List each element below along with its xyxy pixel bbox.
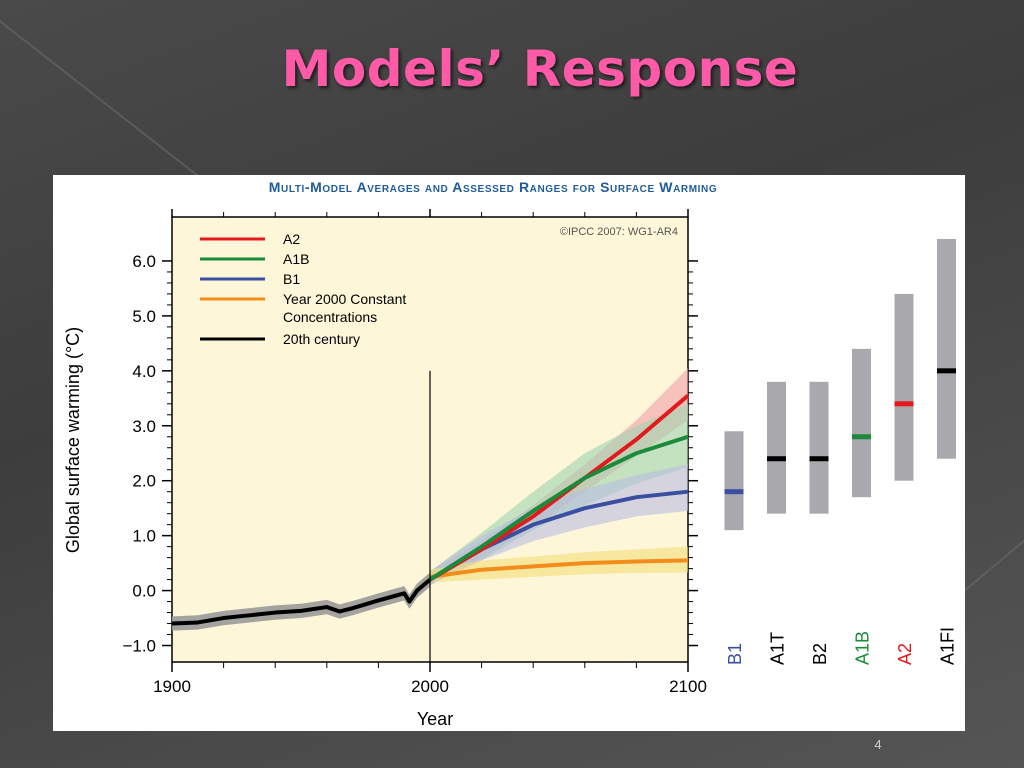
range-best-B1 <box>724 489 744 495</box>
legend-label-0: A2 <box>283 231 300 247</box>
slide-title: Models’ Response <box>281 40 799 98</box>
y-tick-label-7: −1.0 <box>122 637 156 656</box>
legend-label-1: A1B <box>283 251 309 267</box>
series-line-2 <box>428 434 689 582</box>
range-best-B2 <box>809 456 829 462</box>
range-label-A1T: A1T <box>768 632 788 665</box>
y-tick-label-6: 0.0 <box>132 582 156 601</box>
range-bar-B1 <box>724 431 744 531</box>
range-label-A1FI: A1FI <box>938 627 958 665</box>
ipcc-figure: Multi-Model Averages and Assessed Ranges… <box>53 175 965 731</box>
legend-label-3-line2: Concentrations <box>283 309 377 325</box>
slide-number: 4 <box>874 737 882 752</box>
range-bar-B2 <box>809 381 829 514</box>
legend-label-4: 20th century <box>283 331 360 347</box>
x-tick-label-1: 2000 <box>411 677 449 696</box>
warming-chart: Multi-Model Averages and Assessed Ranges… <box>63 179 958 729</box>
y-tick-label-4: 2.0 <box>132 472 156 491</box>
series-band-3 <box>430 464 688 586</box>
range-best-A1B <box>852 434 871 440</box>
range-bar-A1T <box>767 381 786 514</box>
chart-title: Multi-Model Averages and Assessed Ranges… <box>269 179 717 195</box>
legend-label-2: B1 <box>283 271 300 287</box>
series-line-4 <box>429 558 689 579</box>
series-line-0 <box>171 578 432 626</box>
y-tick-label-0: 6.0 <box>132 252 156 271</box>
range-bar-A1FI <box>937 238 956 459</box>
range-label-B2: B2 <box>810 643 830 665</box>
y-tick-label-3: 3.0 <box>132 417 156 436</box>
range-bar-A2 <box>894 293 914 481</box>
range-best-A1FI <box>937 368 956 374</box>
credit-label: ©IPCC 2007: WG1-AR4 <box>560 226 678 238</box>
range-best-A2 <box>894 401 914 407</box>
x-tick-label-0: 1900 <box>153 677 191 696</box>
range-label-A2: A2 <box>895 643 915 665</box>
x-tick-label-2: 2100 <box>669 677 707 696</box>
y-axis-title: Global surface warming (°C) <box>63 327 83 553</box>
y-tick-label-5: 1.0 <box>132 527 156 546</box>
y-tick-label-1: 5.0 <box>132 307 156 326</box>
range-label-A1B: A1B <box>853 631 873 665</box>
range-bar-A1B <box>852 348 871 498</box>
range-label-B1: B1 <box>725 643 745 665</box>
y-tick-label-2: 4.0 <box>132 362 156 381</box>
x-axis-title: Year <box>417 709 453 729</box>
range-best-A1T <box>767 456 786 462</box>
legend-label-3: Year 2000 Constant <box>283 291 406 307</box>
